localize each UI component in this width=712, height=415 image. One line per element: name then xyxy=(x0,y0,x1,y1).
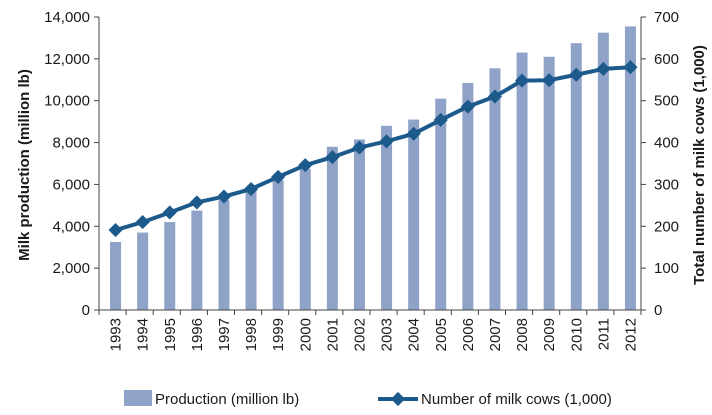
y-axis-title-left: Milk production (million lb) xyxy=(16,69,33,261)
bar xyxy=(137,232,149,310)
point-marker xyxy=(433,112,448,128)
x-tick-label: 2012 xyxy=(622,318,639,351)
y-tick-label-left: 4,000 xyxy=(52,218,90,235)
bar xyxy=(299,168,311,310)
x-tick-label: 2003 xyxy=(379,318,396,351)
bar xyxy=(462,82,474,310)
y-tick-label-left: 8,000 xyxy=(52,135,90,152)
x-tick-label: 2010 xyxy=(568,318,585,351)
y-tick-label-right: 400 xyxy=(654,135,679,152)
bar xyxy=(110,241,122,310)
y-tick-label-right: 600 xyxy=(654,51,679,68)
plot-area: 0 2,000 4,000 6,000 8,000 10,000 12,000 14,000 0… xyxy=(44,9,679,351)
bar xyxy=(570,43,582,311)
x-tick-label: 2002 xyxy=(351,318,368,351)
point-marker xyxy=(162,205,177,220)
legend-label-production: Production (million lb) xyxy=(155,391,299,408)
bar xyxy=(326,146,338,310)
x-tick-label: 2000 xyxy=(297,318,314,351)
y-tick-label-right: 300 xyxy=(654,176,679,193)
y-tick-label-left: 2,000 xyxy=(52,260,90,277)
bar xyxy=(164,222,176,310)
y-tick-label-right: 0 xyxy=(654,302,662,319)
point-marker xyxy=(487,89,503,104)
point-marker xyxy=(352,140,367,155)
point-marker xyxy=(325,150,340,165)
y-tick-label-right: 100 xyxy=(654,260,679,277)
point-marker xyxy=(243,181,259,197)
x-tick-label: 2011 xyxy=(595,318,612,350)
bar xyxy=(245,188,257,310)
point-marker xyxy=(271,169,286,184)
x-tick-label: 2007 xyxy=(487,318,504,351)
point-marker xyxy=(596,61,611,76)
legend-marker-cows xyxy=(390,391,406,407)
bar xyxy=(597,32,609,310)
bar xyxy=(218,200,230,310)
bar xyxy=(624,26,636,311)
point-marker xyxy=(514,73,530,88)
x-tick-label: 2009 xyxy=(541,318,558,351)
x-tick-label: 1999 xyxy=(270,318,287,351)
point-marker xyxy=(189,195,204,210)
x-tick-label: 1995 xyxy=(162,318,179,351)
y-tick-label-left: 14,000 xyxy=(44,9,90,26)
bar xyxy=(408,119,420,310)
x-tick-label: 2006 xyxy=(460,318,477,351)
point-marker xyxy=(135,215,150,230)
bar xyxy=(381,125,393,310)
bar xyxy=(353,139,365,310)
bar xyxy=(516,52,528,310)
bar xyxy=(489,68,501,311)
legend-label-cows: Number of milk cows (1,000) xyxy=(421,391,612,408)
bar xyxy=(435,98,447,310)
point-marker xyxy=(460,99,475,114)
y-tick-label-left: 0 xyxy=(82,302,90,319)
x-tick-label: 1996 xyxy=(189,318,206,351)
point-marker xyxy=(542,73,557,88)
point-marker xyxy=(569,67,584,82)
y-tick-label-right: 500 xyxy=(654,93,679,110)
y-tick-label-right: 700 xyxy=(654,9,679,26)
x-tick-label: 1998 xyxy=(243,318,260,351)
y-tick-label-left: 12,000 xyxy=(44,51,90,68)
point-marker xyxy=(379,134,394,149)
y-tick-label-left: 6,000 xyxy=(52,176,90,193)
legend-swatch-production xyxy=(124,390,152,406)
bar xyxy=(191,210,203,310)
legend: Production (million lb) Number of milk c… xyxy=(124,390,612,408)
bar xyxy=(543,56,555,311)
x-tick-label: 2008 xyxy=(514,318,531,351)
point-marker xyxy=(623,60,638,75)
x-tick-label: 2005 xyxy=(433,318,450,351)
point-marker xyxy=(406,126,421,141)
bar xyxy=(272,180,284,310)
point-marker xyxy=(216,189,232,204)
x-tick-label: 1994 xyxy=(135,318,152,351)
x-tick-label: 1993 xyxy=(108,318,125,351)
y-axis-title-right: Total number of milk cows (1,000) xyxy=(691,45,708,285)
y-tick-label-right: 200 xyxy=(654,218,679,235)
x-tick-label: 1997 xyxy=(216,318,233,351)
y-tick-label-left: 10,000 xyxy=(44,93,90,110)
point-marker xyxy=(108,222,123,238)
x-tick-label: 2004 xyxy=(406,318,423,351)
x-tick-label: 2001 xyxy=(324,318,341,351)
point-marker xyxy=(298,158,313,173)
